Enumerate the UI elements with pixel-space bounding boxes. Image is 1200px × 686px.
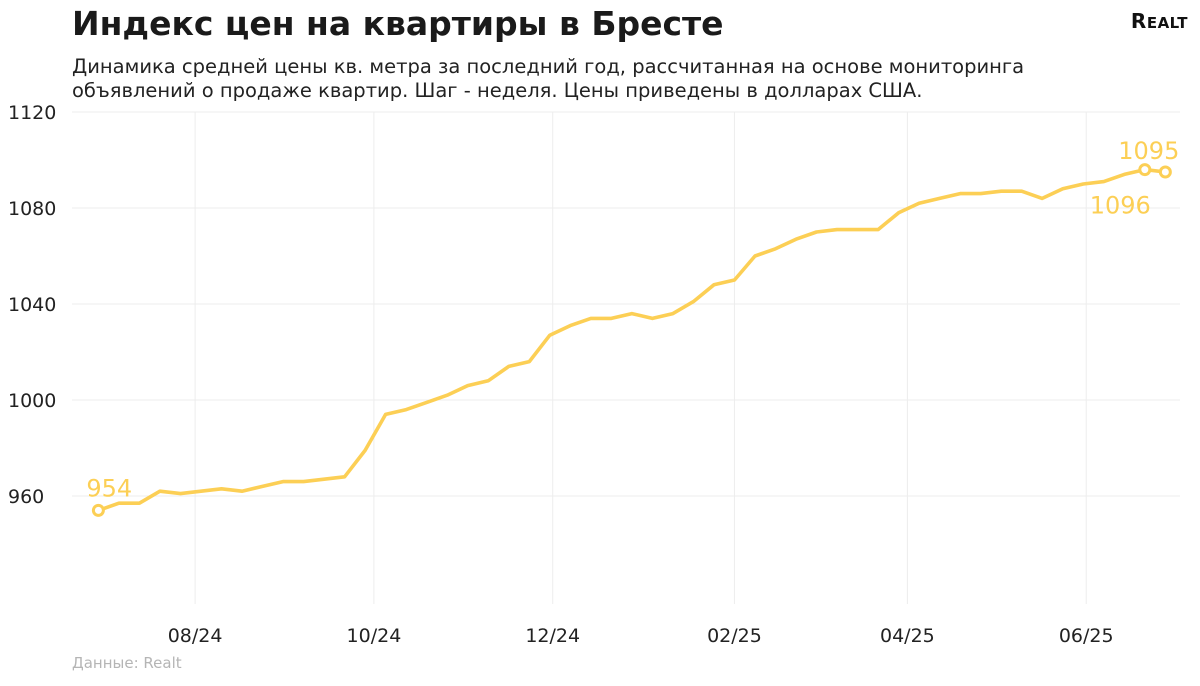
y-tick-label: 1040	[8, 294, 56, 316]
data-labels: 954 1096 1095	[86, 137, 1179, 502]
x-axis-ticks: 08/24 10/24 12/24 02/25 04/25 06/25	[168, 625, 1114, 647]
x-tick-label: 10/24	[347, 625, 402, 647]
data-label: 954	[86, 474, 132, 502]
x-tick-label: 04/25	[880, 625, 935, 647]
x-tick-label: 06/25	[1059, 625, 1114, 647]
realt-logo: REALT	[1130, 9, 1188, 33]
x-tick-label: 12/24	[525, 625, 580, 647]
data-label: 1096	[1090, 192, 1151, 220]
y-tick-label: 1120	[8, 102, 56, 124]
y-tick-label: 960	[8, 486, 44, 508]
marker-point	[1138, 163, 1152, 177]
data-label: 1095	[1118, 137, 1179, 165]
series-line	[96, 167, 1168, 513]
y-tick-label: 1080	[8, 198, 56, 220]
x-tick-label: 08/24	[168, 625, 223, 647]
chart-subtitle: Динамика средней цены кв. метра за после…	[72, 55, 1025, 102]
y-axis-ticks: 960 1000 1040 1080 1120	[8, 102, 56, 508]
y-tick-label: 1000	[8, 390, 56, 412]
marker-point	[1158, 165, 1172, 179]
data-source: Данные: Realt	[72, 654, 182, 672]
series-group	[91, 163, 1172, 517]
x-tick-label: 02/25	[707, 625, 762, 647]
marker-point	[91, 503, 105, 517]
chart-title: Индекс цен на квартиры в Бресте	[72, 4, 724, 43]
chart-grid	[72, 111, 1180, 604]
